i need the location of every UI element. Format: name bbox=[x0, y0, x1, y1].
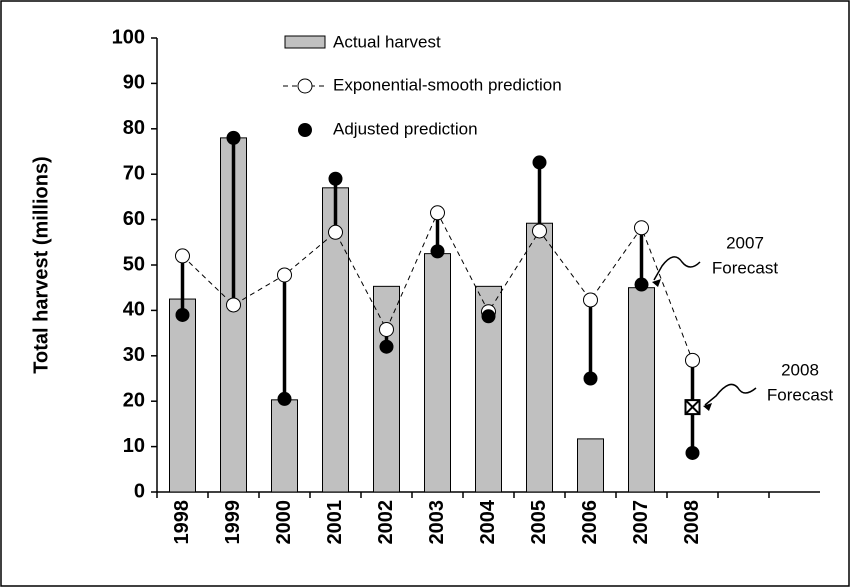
x-tick-label: 2007 bbox=[630, 500, 652, 545]
x-tick-label: 2005 bbox=[528, 500, 550, 545]
smooth-point bbox=[430, 205, 445, 221]
annotation-arrow bbox=[704, 383, 757, 406]
legend-label: Actual harvest bbox=[333, 32, 441, 51]
adjusted-point bbox=[328, 171, 343, 186]
adjusted-point bbox=[532, 155, 547, 170]
adjusted-point bbox=[226, 130, 241, 145]
smooth-point bbox=[328, 224, 343, 240]
y-tick-label: 10 bbox=[123, 435, 145, 457]
x-tick-label: 2001 bbox=[324, 500, 346, 545]
x-tick-label: 2002 bbox=[375, 500, 397, 545]
adjusted-point bbox=[379, 339, 394, 354]
adjusted-point bbox=[430, 244, 445, 259]
smooth-point bbox=[532, 223, 547, 239]
y-tick-label: 0 bbox=[134, 480, 145, 502]
y-tick-label: 30 bbox=[123, 344, 145, 366]
adjusted-point bbox=[685, 445, 700, 460]
annotation: 2007 bbox=[726, 233, 764, 252]
smooth-point bbox=[634, 220, 649, 236]
y-tick-label: 20 bbox=[123, 389, 145, 411]
annotation: 2008 bbox=[781, 360, 819, 379]
adjusted-point bbox=[277, 391, 292, 406]
smooth-point bbox=[226, 297, 241, 313]
legend-swatch bbox=[297, 78, 313, 94]
adjusted-point bbox=[583, 371, 598, 386]
x-tick-label: 2003 bbox=[426, 500, 448, 545]
smooth-point bbox=[175, 248, 190, 264]
y-tick-label: 40 bbox=[123, 299, 145, 321]
adjusted-point bbox=[175, 307, 190, 322]
adjusted-point bbox=[634, 277, 649, 292]
y-tick-label: 90 bbox=[123, 72, 145, 94]
bar bbox=[169, 298, 196, 493]
x-tick-label: 1998 bbox=[171, 500, 193, 545]
arrow-head bbox=[652, 279, 661, 287]
y-tick-label: 100 bbox=[112, 26, 145, 48]
forecast-marker bbox=[684, 399, 701, 416]
bar bbox=[526, 222, 553, 493]
bar bbox=[628, 287, 655, 493]
legend-swatch bbox=[284, 35, 326, 49]
smooth-point bbox=[583, 292, 598, 308]
x-tick-label: 2004 bbox=[477, 499, 499, 544]
bar bbox=[271, 399, 298, 493]
y-tick-label: 80 bbox=[123, 117, 145, 139]
y-axis-title: Total harvest (millions) bbox=[30, 156, 52, 373]
bar bbox=[373, 285, 400, 493]
smooth-point bbox=[277, 267, 292, 283]
smooth-point bbox=[685, 352, 700, 368]
legend-label: Exponential-smooth prediction bbox=[333, 75, 562, 94]
x-tick-label: 2006 bbox=[579, 500, 601, 545]
bar bbox=[577, 438, 604, 493]
annotation-arrow bbox=[653, 256, 701, 281]
arrow-head bbox=[703, 403, 712, 411]
legend-swatch bbox=[298, 123, 312, 137]
adjusted-point bbox=[481, 309, 496, 324]
x-tick-label: 2008 bbox=[681, 500, 703, 545]
annotation: Forecast bbox=[767, 385, 833, 404]
y-tick-label: 70 bbox=[123, 162, 145, 184]
legend-label: Adjusted prediction bbox=[333, 119, 478, 138]
annotation: Forecast bbox=[712, 258, 778, 277]
bar bbox=[424, 253, 451, 493]
smooth-point bbox=[379, 321, 394, 337]
y-tick-label: 50 bbox=[123, 253, 145, 275]
y-tick-label: 60 bbox=[123, 208, 145, 230]
x-tick-label: 1999 bbox=[222, 500, 244, 545]
x-tick-label: 2000 bbox=[273, 500, 295, 545]
